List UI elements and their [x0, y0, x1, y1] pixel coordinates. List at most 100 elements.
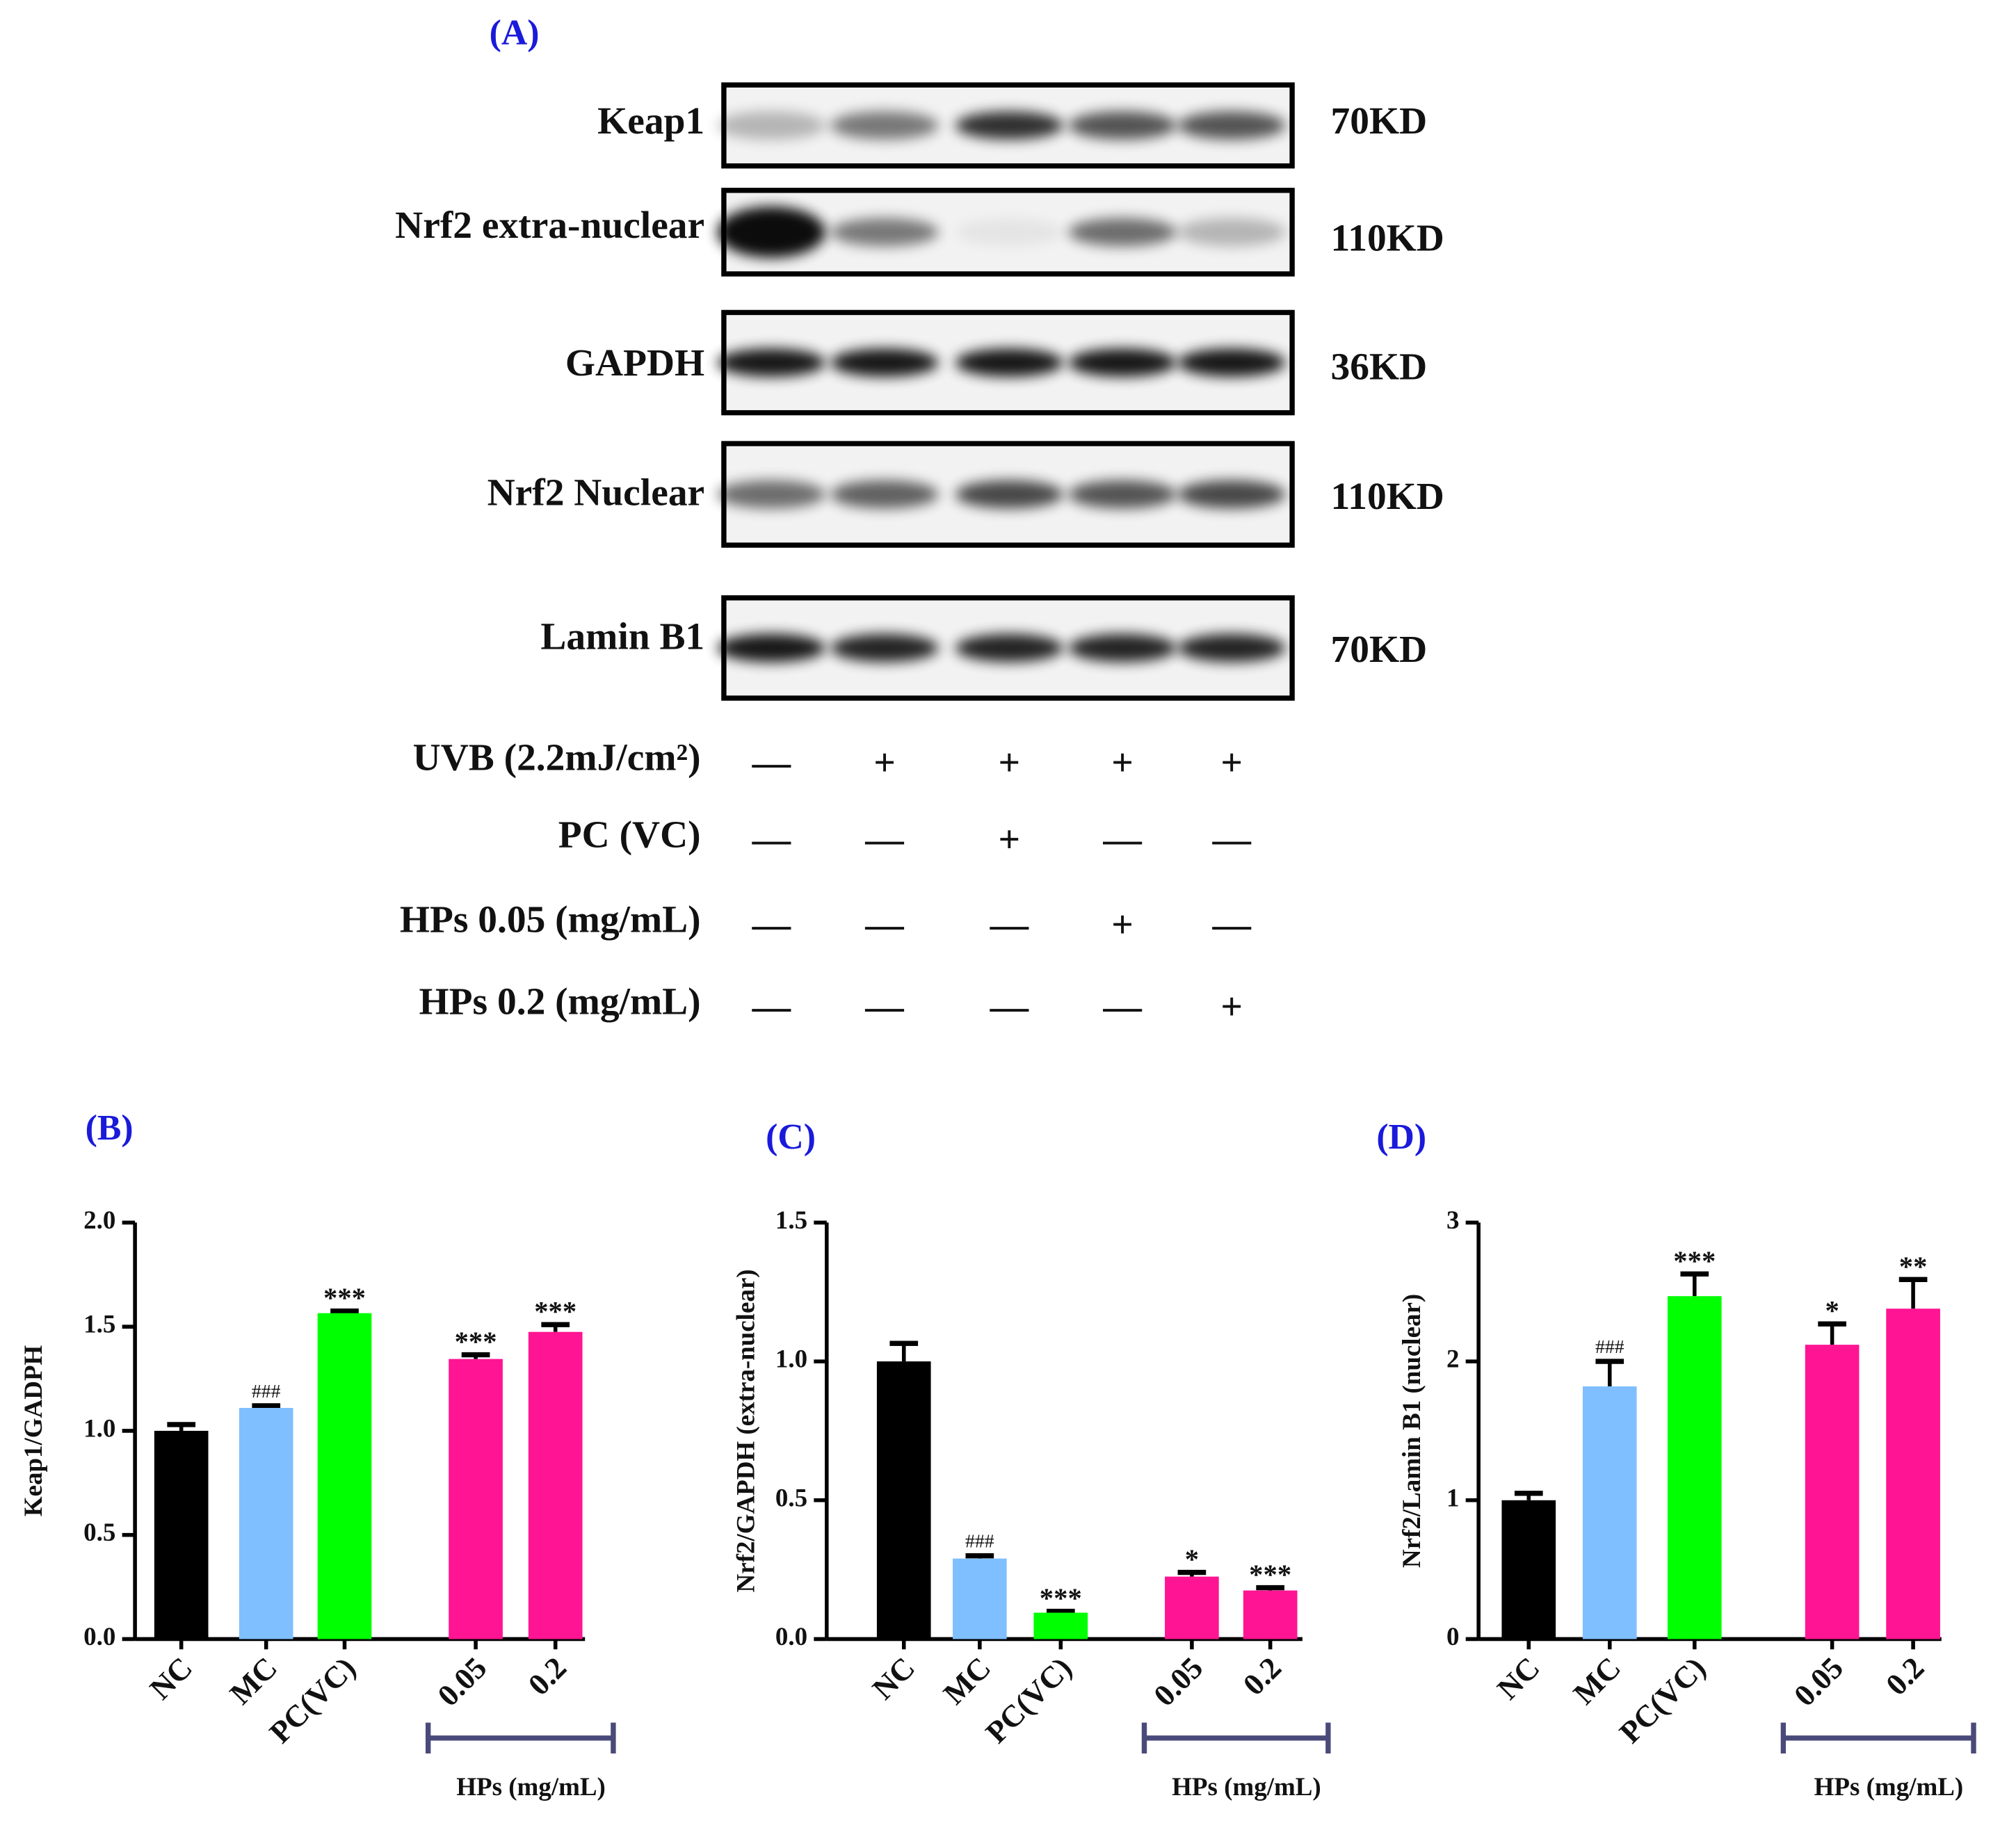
panel-title: (A)	[490, 13, 540, 53]
y-tick-label: 0	[1446, 1622, 1459, 1651]
band	[830, 218, 939, 247]
treatment-label: HPs 0.05 (mg/mL)	[400, 898, 701, 940]
treatment-sign: —	[752, 985, 791, 1028]
x-tick-label: MC	[937, 1650, 998, 1711]
y-tick-label: 2.0	[83, 1206, 115, 1234]
significance-label: ###	[965, 1530, 994, 1552]
blot-label: GAPDH	[565, 341, 704, 384]
band	[955, 633, 1064, 663]
group-label: HPs (mg/mL)	[456, 1772, 606, 1801]
x-tick-label: MC	[223, 1650, 284, 1711]
y-axis-label: Nrf2/GAPDH (extra-nuclear)	[732, 1269, 761, 1592]
panel-title: (B)	[86, 1108, 134, 1148]
y-axis-label: Nrf2/Lamin B1 (nuclear)	[1397, 1294, 1426, 1568]
group-bracket	[425, 1722, 616, 1753]
band	[1068, 348, 1177, 377]
blot-size: 70KD	[1331, 99, 1428, 142]
band	[830, 111, 939, 140]
band	[1068, 480, 1177, 509]
bar	[154, 1430, 209, 1639]
band	[1177, 218, 1286, 247]
band	[717, 633, 825, 663]
significance-label: *	[1825, 1295, 1839, 1327]
band	[1068, 218, 1177, 247]
band	[955, 480, 1064, 509]
treatment-sign: —	[990, 985, 1029, 1028]
x-tick-label: NC	[1490, 1650, 1547, 1706]
band	[717, 480, 825, 509]
bar	[1501, 1500, 1556, 1639]
treatment-label: HPs 0.2 (mg/mL)	[419, 980, 701, 1023]
panel-title: (D)	[1376, 1117, 1426, 1157]
treatment-sign: —	[752, 818, 791, 861]
treatment-sign: +	[999, 741, 1021, 784]
bar	[952, 1558, 1007, 1639]
bar	[239, 1407, 293, 1639]
x-tick-label: 0.2	[1236, 1650, 1288, 1702]
treatment-sign: +	[1111, 741, 1134, 784]
blot-label: Lamin B1	[540, 615, 704, 658]
band	[955, 111, 1064, 140]
bar	[317, 1313, 372, 1639]
treatment-sign: +	[1111, 903, 1134, 946]
treatment-sign: —	[752, 741, 791, 784]
treatment-label: PC (VC)	[558, 813, 701, 855]
band	[830, 348, 939, 377]
x-tick-label: PC(VC)	[262, 1650, 362, 1749]
y-tick-label: 0.0	[775, 1622, 807, 1651]
blot-label: Keap1	[597, 99, 704, 142]
group-bracket	[1141, 1722, 1331, 1753]
bar	[1667, 1296, 1722, 1639]
band	[830, 633, 939, 663]
y-tick-label: 1.5	[83, 1310, 115, 1338]
significance-label: *	[1185, 1544, 1199, 1575]
group-label: HPs (mg/mL)	[1172, 1772, 1321, 1801]
treatment-sign: —	[864, 818, 904, 861]
blot-size: 110KD	[1331, 216, 1444, 259]
x-tick-label: PC(VC)	[1613, 1650, 1712, 1749]
group-label: HPs (mg/mL)	[1814, 1772, 1964, 1801]
band	[717, 111, 825, 140]
significance-label: ###	[252, 1380, 281, 1402]
x-tick-label: PC(VC)	[978, 1650, 1078, 1749]
x-tick-label: 0.2	[1879, 1650, 1931, 1702]
y-tick-label: 1	[1446, 1483, 1459, 1512]
treatment-sign: —	[1102, 985, 1142, 1028]
bar	[1243, 1590, 1298, 1639]
panel-title: (C)	[766, 1117, 816, 1157]
bar	[1165, 1576, 1219, 1639]
band	[717, 206, 825, 258]
bar	[1033, 1612, 1088, 1639]
band	[1177, 633, 1286, 663]
x-tick-label: NC	[865, 1650, 921, 1706]
significance-label: **	[1899, 1251, 1928, 1282]
band	[830, 480, 939, 509]
bar	[1805, 1345, 1860, 1639]
group-bracket	[1780, 1722, 1976, 1753]
x-tick-label: MC	[1567, 1650, 1628, 1711]
blot-label: Nrf2 Nuclear	[487, 471, 705, 514]
treatment-sign: —	[864, 903, 904, 946]
treatment-sign: +	[1220, 985, 1243, 1028]
blot-size: 36KD	[1331, 345, 1428, 387]
band	[1177, 111, 1286, 140]
treatment-sign: —	[864, 985, 904, 1028]
band	[955, 218, 1064, 247]
x-tick-label: 0.05	[1147, 1650, 1209, 1712]
significance-label: ***	[1040, 1582, 1082, 1614]
x-tick-label: 0.2	[522, 1650, 574, 1702]
treatment-sign: +	[1220, 741, 1243, 784]
band	[717, 348, 825, 377]
significance-label: ###	[1595, 1336, 1624, 1357]
x-tick-label: NC	[143, 1650, 199, 1706]
significance-label: ***	[323, 1282, 366, 1313]
significance-label: ***	[455, 1326, 497, 1357]
blot-size: 110KD	[1331, 475, 1444, 517]
y-tick-label: 0.5	[83, 1518, 115, 1546]
band	[1068, 633, 1177, 663]
y-tick-label: 2	[1446, 1345, 1459, 1373]
blot-size: 70KD	[1331, 628, 1428, 670]
bar	[449, 1359, 503, 1639]
band	[1177, 480, 1286, 509]
